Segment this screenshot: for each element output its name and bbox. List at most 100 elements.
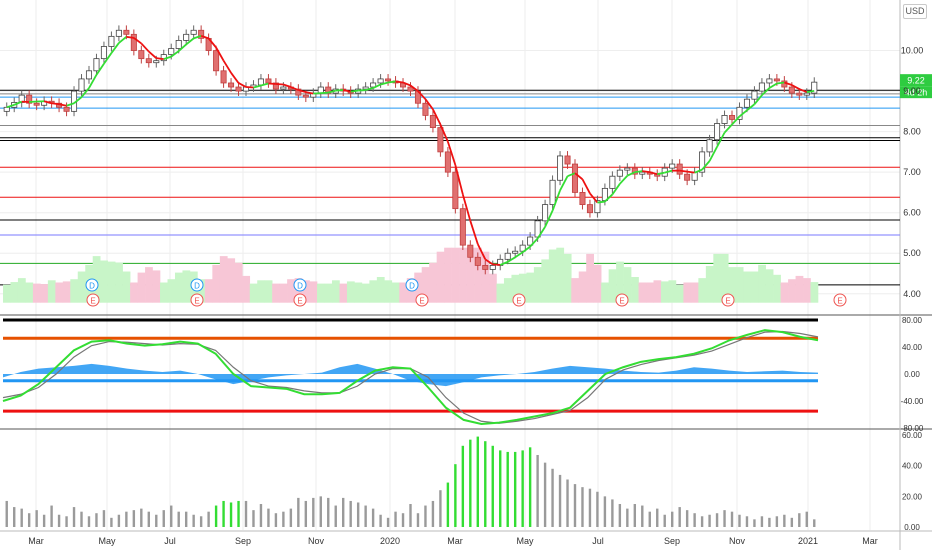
trend-histogram-bar	[549, 250, 557, 303]
candle-body	[169, 49, 174, 55]
last-price-label: 9.22	[907, 76, 925, 86]
volume-bar	[686, 510, 688, 527]
trend-histogram-bar	[145, 267, 153, 303]
candle-body	[79, 79, 84, 91]
trend-histogram-bar	[362, 284, 370, 303]
trend-histogram-bar	[736, 267, 744, 303]
volume-y-tick-label: 60.00	[902, 431, 923, 440]
volume-bar	[611, 499, 613, 527]
candle-body	[789, 87, 794, 93]
volume-bar	[95, 513, 97, 527]
candle-body	[640, 172, 645, 174]
candle-body	[94, 59, 99, 71]
volume-bar	[723, 510, 725, 527]
trend-histogram-bar	[369, 280, 377, 302]
volume-bar	[529, 447, 531, 527]
x-tick-label: Mar	[28, 536, 44, 546]
volume-bar	[559, 475, 561, 527]
volume-bar	[222, 501, 224, 527]
volume-bar	[155, 515, 157, 527]
price-y-tick-label: 7.00	[903, 167, 921, 177]
volume-bar	[118, 515, 120, 527]
moving-average-segment	[126, 37, 133, 38]
trend-histogram-bar	[534, 267, 542, 303]
volume-bar	[133, 510, 135, 527]
osc-y-tick-label: -40.00	[901, 397, 924, 406]
candle-body	[453, 172, 458, 208]
candle-body	[505, 253, 510, 259]
volume-bar	[514, 452, 516, 527]
volume-bar	[170, 506, 172, 527]
trend-histogram-bar	[429, 263, 437, 303]
moving-average-segment	[246, 87, 253, 88]
trend-histogram-bar	[33, 284, 41, 303]
currency-badge[interactable]: USD	[903, 4, 927, 19]
candle-body	[445, 152, 450, 172]
volume-bar	[215, 506, 217, 527]
price-y-tick-label: 6.00	[903, 208, 921, 218]
trend-histogram-bar	[220, 256, 228, 303]
trend-histogram-bar	[265, 280, 273, 302]
volume-bar	[536, 455, 538, 527]
candle-body	[542, 205, 547, 221]
earnings-marker-label: E	[837, 297, 842, 306]
candle-body	[213, 51, 218, 71]
trend-histogram-bar	[751, 272, 759, 303]
trend-histogram-bar	[631, 277, 639, 303]
trend-histogram-bar	[227, 258, 235, 302]
volume-bar	[267, 509, 269, 527]
volume-pane[interactable]	[6, 437, 816, 527]
moving-average-segment	[807, 91, 814, 92]
osc-y-tick-label: 40.00	[902, 343, 923, 352]
trend-histogram-bar	[504, 278, 512, 303]
trend-histogram-bar	[280, 284, 288, 303]
oscillator-pane[interactable]	[3, 320, 818, 424]
volume-bar	[454, 464, 456, 527]
volume-bar	[80, 512, 82, 527]
candle-body	[109, 36, 114, 46]
volume-bar	[566, 480, 568, 528]
volume-bar	[43, 515, 45, 527]
volume-bar	[305, 501, 307, 527]
volume-bar	[260, 504, 262, 527]
earnings-marker-label: E	[419, 297, 424, 306]
candle-body	[303, 95, 308, 97]
trend-histogram-bar	[70, 279, 78, 303]
candle-body	[385, 79, 390, 81]
moving-average-segment	[620, 176, 627, 184]
volume-bar	[619, 504, 621, 527]
volume-bar	[746, 516, 748, 527]
volume-bar	[693, 513, 695, 527]
volume-bar	[35, 510, 37, 527]
trend-histogram-bar	[205, 279, 213, 303]
volume-bar	[349, 501, 351, 527]
volume-bar	[776, 516, 778, 527]
volume-bar	[634, 504, 636, 527]
volume-bar	[551, 469, 553, 527]
volume-bar	[656, 509, 658, 527]
candle-body	[236, 87, 241, 91]
trend-histogram-bar	[153, 270, 161, 302]
volume-bar	[282, 512, 284, 527]
volume-bar	[364, 506, 366, 527]
dividend-marker-label: D	[89, 282, 95, 291]
volume-bar	[140, 509, 142, 527]
candle-body	[580, 192, 585, 204]
moving-average-segment	[635, 171, 642, 172]
trend-histogram-bar	[579, 272, 587, 303]
trend-histogram-bar	[698, 278, 706, 303]
candle-body	[154, 61, 159, 63]
trend-histogram-bar	[459, 248, 467, 303]
moving-average-segment	[582, 179, 589, 193]
candle-body	[378, 79, 383, 83]
trend-histogram-bar	[257, 280, 265, 302]
volume-bar	[103, 510, 105, 527]
volume-bar	[200, 516, 202, 527]
osc-y-tick-label: 80.00	[902, 316, 923, 325]
candle-body	[707, 140, 712, 152]
volume-bar	[65, 516, 67, 527]
trend-histogram-bar	[788, 279, 796, 303]
